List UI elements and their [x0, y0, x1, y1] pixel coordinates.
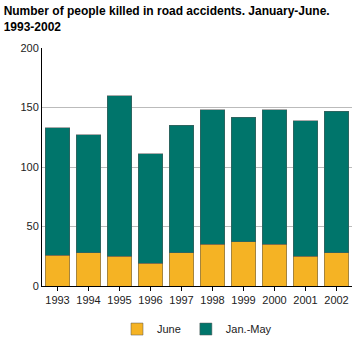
svg-text:1997: 1997	[169, 294, 193, 306]
svg-text:2000: 2000	[262, 294, 286, 306]
svg-text:1999: 1999	[231, 294, 255, 306]
svg-text:1994: 1994	[76, 294, 100, 306]
svg-text:1998: 1998	[200, 294, 224, 306]
svg-text:1993: 1993	[45, 294, 69, 306]
svg-text:1995: 1995	[107, 294, 131, 306]
svg-text:2001: 2001	[293, 294, 317, 306]
svg-text:1996: 1996	[138, 294, 162, 306]
svg-text:0: 0	[33, 280, 39, 292]
svg-text:150: 150	[20, 101, 38, 113]
svg-text:Number of people killed in roa: Number of people killed in road accident…	[4, 4, 330, 34]
svg-text:50: 50	[27, 220, 39, 232]
svg-text:Jan.-May: Jan.-May	[226, 323, 272, 335]
svg-text:200: 200	[20, 42, 38, 54]
svg-text:June: June	[157, 323, 181, 335]
svg-text:2002: 2002	[324, 294, 348, 306]
svg-text:100: 100	[20, 161, 38, 173]
